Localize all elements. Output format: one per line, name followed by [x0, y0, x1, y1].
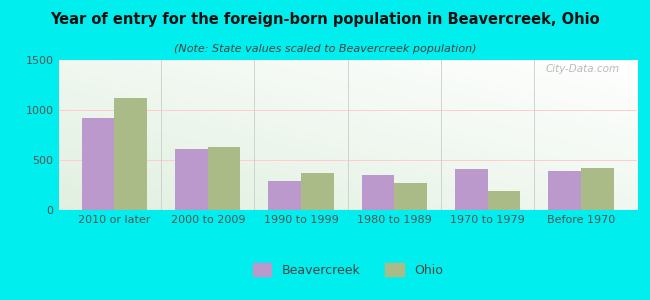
Legend: Beavercreek, Ohio: Beavercreek, Ohio: [248, 258, 448, 282]
Bar: [268, 181, 301, 210]
Bar: [301, 173, 333, 210]
Bar: [549, 171, 581, 210]
Bar: [208, 147, 240, 210]
Text: City-Data.com: City-Data.com: [545, 64, 619, 74]
Bar: [362, 175, 395, 210]
Text: (Note: State values scaled to Beavercreek population): (Note: State values scaled to Beavercree…: [174, 44, 476, 53]
Bar: [395, 183, 427, 210]
Bar: [82, 118, 114, 210]
Text: Year of entry for the foreign-born population in Beavercreek, Ohio: Year of entry for the foreign-born popul…: [50, 12, 600, 27]
Bar: [114, 98, 147, 210]
Bar: [581, 168, 614, 210]
Bar: [455, 169, 488, 210]
Bar: [488, 190, 521, 210]
Bar: [175, 149, 208, 210]
